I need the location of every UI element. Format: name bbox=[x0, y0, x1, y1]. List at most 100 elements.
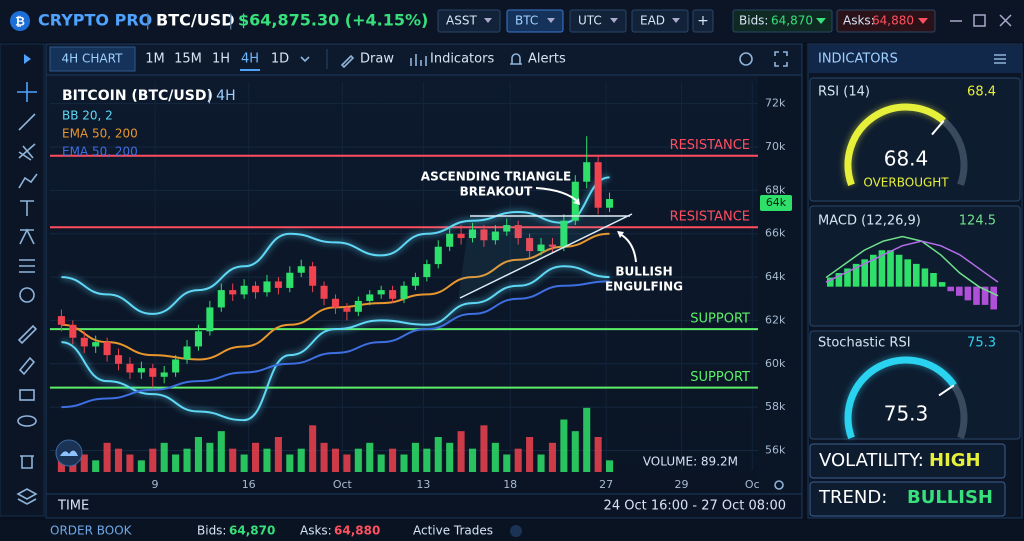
expand-tool[interactable] bbox=[24, 54, 31, 64]
layers-tool[interactable] bbox=[16, 488, 38, 505]
candle-body bbox=[366, 294, 374, 301]
timeframe[interactable]: 1H bbox=[212, 52, 230, 67]
timeframe-more[interactable] bbox=[300, 56, 310, 63]
gauge-value bbox=[844, 356, 957, 440]
magnet-tool[interactable] bbox=[18, 356, 36, 376]
pattern-tool[interactable] bbox=[19, 228, 35, 245]
level-label: SUPPORT bbox=[690, 312, 750, 327]
volume-label: VOLUME: 89.2M bbox=[643, 455, 738, 469]
x-tick-label: 9 bbox=[152, 478, 159, 491]
eye-tool[interactable] bbox=[17, 415, 37, 427]
macd-bar bbox=[861, 259, 868, 287]
ruler-tool[interactable] bbox=[17, 324, 38, 345]
lock-tool[interactable] bbox=[19, 389, 35, 401]
y-tick-label: 68k bbox=[765, 183, 786, 196]
draw-button[interactable]: Draw bbox=[360, 52, 394, 67]
candle-body bbox=[137, 368, 145, 373]
measure-tool[interactable] bbox=[19, 259, 35, 273]
selector[interactable] bbox=[569, 9, 627, 33]
candle-body bbox=[309, 266, 317, 286]
panel-menu[interactable] bbox=[994, 54, 1006, 64]
volume-bar bbox=[160, 442, 168, 472]
indicators-button[interactable]: Indicators bbox=[430, 52, 494, 67]
line-tool[interactable] bbox=[18, 113, 36, 131]
axis-settings[interactable] bbox=[774, 480, 784, 490]
alerts-button[interactable]: Alerts bbox=[528, 52, 566, 67]
macd-bar bbox=[930, 273, 937, 287]
candle-body bbox=[80, 337, 88, 347]
brush-tool[interactable] bbox=[18, 173, 38, 189]
candle-body bbox=[411, 277, 419, 286]
volume-bar bbox=[526, 437, 534, 472]
arrow-head bbox=[617, 231, 624, 238]
volume-bar bbox=[297, 448, 305, 472]
volume-bar bbox=[594, 437, 602, 472]
chart-tab-label: 4H CHART bbox=[62, 52, 124, 66]
selector[interactable] bbox=[631, 9, 689, 33]
x-tick-label: 29 bbox=[674, 478, 688, 491]
fib-tool[interactable] bbox=[18, 143, 36, 161]
selector-caret bbox=[610, 18, 618, 23]
trend-value: BULLISH bbox=[907, 487, 993, 508]
selector[interactable] bbox=[437, 9, 501, 33]
volume-bar bbox=[103, 442, 111, 472]
volume-bar bbox=[80, 454, 88, 472]
settings[interactable] bbox=[739, 52, 753, 66]
asks-box[interactable] bbox=[836, 9, 936, 33]
volume-bar bbox=[434, 437, 442, 472]
candle-body bbox=[331, 298, 340, 308]
level-label: RESISTANCE bbox=[670, 210, 750, 225]
macd-bar bbox=[878, 250, 886, 287]
volume-bar bbox=[286, 454, 294, 472]
maximize[interactable] bbox=[973, 14, 986, 27]
time-label: TIME bbox=[57, 499, 89, 514]
candle-body bbox=[400, 285, 408, 299]
y-tick-label: 72k bbox=[765, 97, 786, 110]
macd-value: 124.5 bbox=[959, 214, 996, 229]
bids-box[interactable] bbox=[732, 9, 833, 33]
annotation: ASCENDING TRIANGLE bbox=[421, 170, 571, 184]
candle-body bbox=[69, 324, 77, 338]
footer-bids-label: Bids: bbox=[197, 524, 226, 538]
add-button[interactable] bbox=[692, 9, 714, 33]
volume-bar bbox=[468, 448, 477, 472]
price-tag-label: 64k bbox=[766, 196, 787, 209]
macd-bar bbox=[904, 259, 911, 287]
trash-tool[interactable] bbox=[20, 455, 34, 469]
chart-tab[interactable] bbox=[49, 46, 136, 72]
indicators-icon bbox=[410, 54, 427, 66]
timeframe[interactable]: 4H bbox=[241, 52, 259, 67]
candle-body bbox=[354, 300, 362, 312]
arrow bbox=[619, 233, 637, 263]
volume-bar bbox=[423, 448, 431, 472]
text-tool[interactable] bbox=[20, 200, 34, 216]
timeframe[interactable]: 1M bbox=[145, 52, 165, 67]
candle-body bbox=[480, 229, 488, 241]
chart-interval: | 4H bbox=[207, 88, 236, 104]
selector-label: ASST bbox=[446, 14, 477, 28]
logo-glyph: ₿ bbox=[15, 15, 25, 29]
separator: | bbox=[145, 11, 150, 30]
footer-bids: 64,870 bbox=[229, 524, 275, 538]
timeframe[interactable]: 1D bbox=[271, 52, 289, 67]
candle-body bbox=[514, 225, 522, 239]
macd-bar bbox=[921, 268, 929, 287]
macd-line bbox=[825, 235, 999, 297]
order-book[interactable]: ORDER BOOK bbox=[50, 524, 133, 538]
volume-bar bbox=[240, 454, 248, 472]
price: $64,875.30 (+4.15%) bbox=[238, 11, 428, 30]
overlay-line bbox=[61, 265, 610, 422]
timeframe[interactable]: 15M bbox=[174, 52, 202, 67]
emoji-tool[interactable] bbox=[19, 287, 35, 303]
macd-bar bbox=[835, 273, 843, 287]
volume-bar bbox=[126, 454, 134, 472]
active-trades[interactable]: Active Trades bbox=[413, 524, 493, 538]
selector[interactable] bbox=[506, 9, 564, 33]
candle-body bbox=[594, 162, 602, 208]
fullscreen[interactable] bbox=[774, 51, 788, 67]
x-tick-label: Oct bbox=[333, 478, 353, 491]
close[interactable] bbox=[999, 14, 1012, 27]
volume-bar bbox=[400, 454, 408, 472]
crosshair-tool[interactable] bbox=[17, 82, 37, 102]
